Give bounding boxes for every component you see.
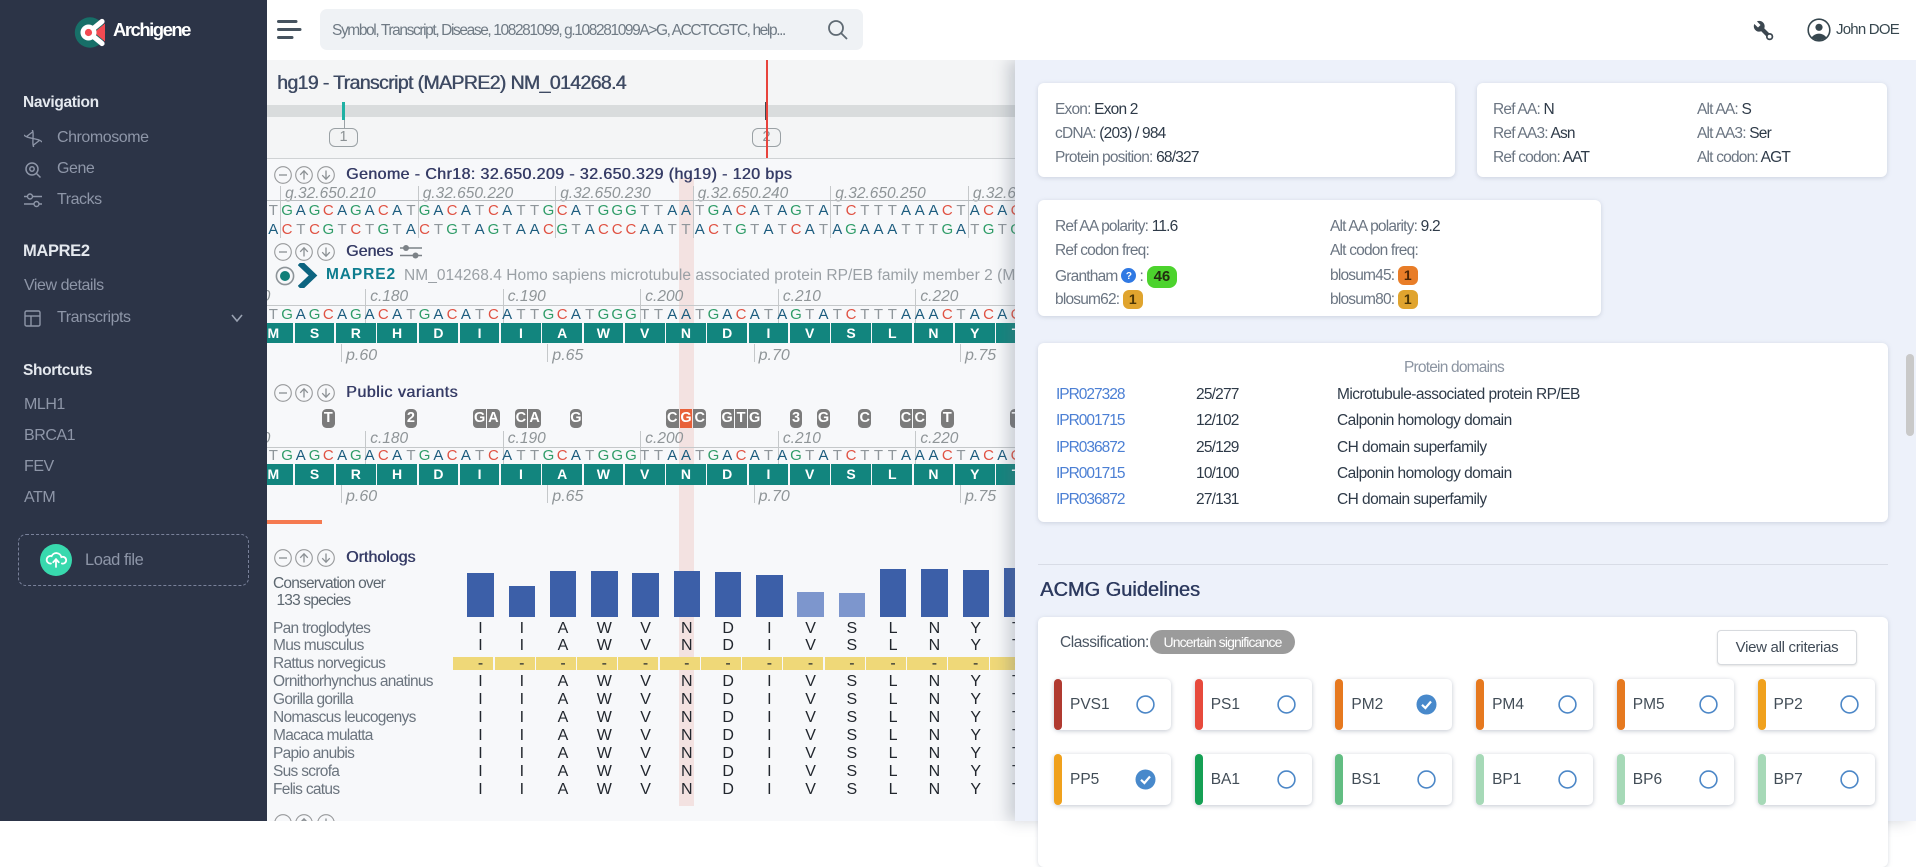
svg-text:?: ? — [1126, 271, 1132, 282]
